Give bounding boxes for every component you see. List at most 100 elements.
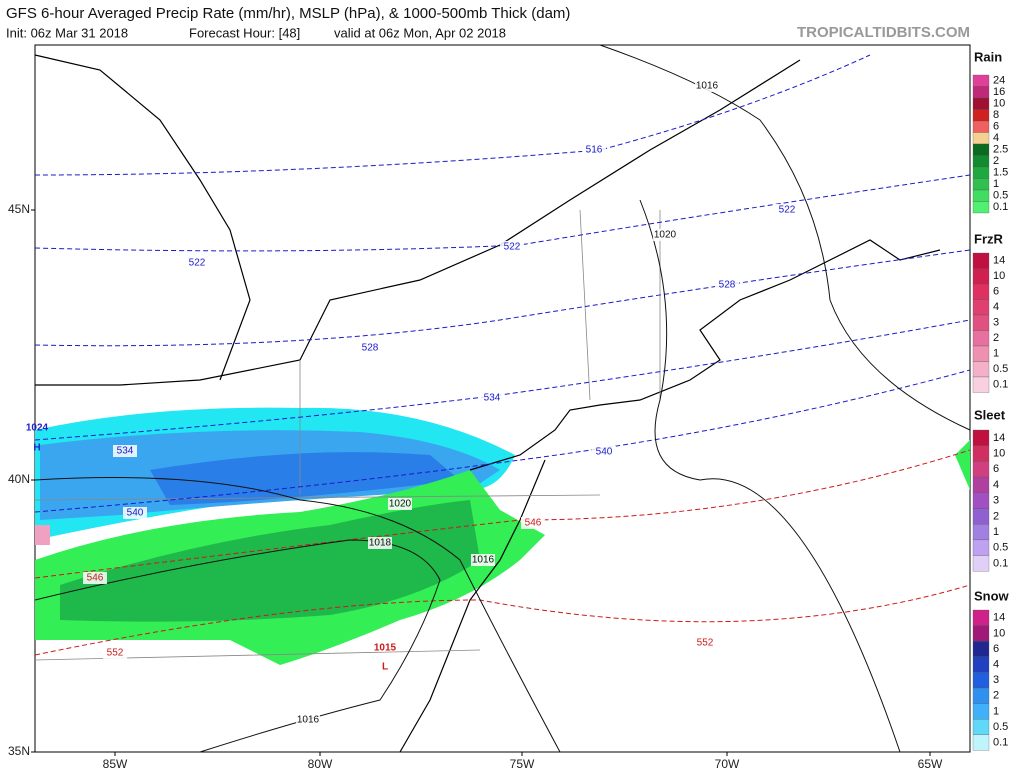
legend-swatch [972, 687, 990, 704]
legend-label: 3 [993, 317, 999, 329]
contour-label: 522 [779, 205, 796, 216]
contour-label: 1016 [297, 715, 320, 726]
contour-label: 528 [362, 343, 379, 354]
legend-swatch [972, 86, 990, 99]
lon-label: 85W [103, 757, 128, 771]
contour-546 [34, 449, 971, 579]
rain-area-east [955, 440, 970, 490]
label-bg [500, 241, 524, 253]
legend-label: 6 [993, 121, 999, 133]
legend-label: 0.5 [993, 721, 1008, 733]
legend-swatch [972, 492, 990, 509]
legend-label: 2 [993, 510, 999, 522]
legend-label: 10 [993, 98, 1005, 110]
init: Init: 06z Mar 31 2018 [6, 25, 128, 40]
contour-label: 1016 [696, 81, 719, 92]
label-bg [358, 342, 382, 354]
legend-swatch [972, 299, 990, 316]
label-bg [123, 507, 147, 519]
legend-swatch [972, 625, 990, 642]
state-border [34, 209, 661, 661]
forecast-hour: Forecast Hour: [48] [189, 25, 300, 40]
lat-label: 40N [8, 472, 30, 486]
lon-label: 70W [715, 757, 740, 771]
legend-swatch [972, 132, 990, 145]
legend-swatch [972, 97, 990, 110]
label-bg [296, 714, 320, 726]
contour-label: 534 [117, 446, 134, 457]
legend-swatch [972, 178, 990, 191]
contour-label: 1020 [654, 230, 677, 241]
valid-time: valid at 06z Mon, Apr 02 2018 [334, 25, 506, 40]
legend-swatch [972, 314, 990, 331]
legend-label: 10 [993, 270, 1005, 282]
legend-label: 0.5 [993, 190, 1008, 202]
frzr-spot [35, 525, 50, 545]
label-bg [368, 537, 392, 549]
legend-swatch [972, 361, 990, 378]
snow-area-heavy [150, 452, 460, 505]
legend-label: 14 [993, 432, 1005, 444]
legend-label: 14 [993, 255, 1005, 267]
label-bg [103, 647, 127, 659]
label-bg [521, 517, 545, 529]
legend-label: 0.1 [993, 379, 1008, 391]
contour-label: 546 [87, 573, 104, 584]
great-lakes [34, 54, 251, 381]
legend-label: 4 [993, 659, 999, 671]
contour-516 [34, 54, 871, 176]
contour-label: 1024 [26, 423, 49, 434]
contour-label: 522 [504, 242, 521, 253]
legend-label: 0.1 [993, 737, 1008, 749]
legend-swatch [972, 719, 990, 735]
legend-swatch [972, 445, 990, 462]
coastline [469, 239, 941, 471]
legend-title: Rain [974, 49, 1002, 64]
legend-label: 4 [993, 132, 999, 144]
contour-label: 546 [525, 518, 542, 529]
legend-swatch [972, 524, 990, 541]
legend-swatch [972, 672, 990, 689]
isobars [34, 44, 971, 753]
title: GFS 6-hour Averaged Precip Rate (mm/hr),… [6, 5, 570, 22]
legend-label: 3 [993, 495, 999, 507]
label-bg [653, 229, 677, 241]
isobar [34, 539, 441, 753]
legend-label: 2 [993, 690, 999, 702]
legend-swatch [972, 609, 990, 626]
legend-swatch [972, 539, 990, 556]
legend-label: 14 [993, 612, 1005, 624]
legend-label: 2 [993, 332, 999, 344]
legend-label: 0.1 [993, 557, 1008, 569]
contour-label: 552 [107, 648, 124, 659]
legend-label: 2.5 [993, 144, 1008, 156]
legend-swatch [972, 330, 990, 347]
legend-label: 2 [993, 155, 999, 167]
isobar [34, 477, 561, 753]
watermark: TROPICALTIDBITS.COM [797, 24, 970, 41]
legend-swatch [972, 376, 990, 393]
contour-label: 522 [189, 258, 206, 269]
legend-label: 0.5 [993, 363, 1008, 375]
lon-label: 80W [308, 757, 333, 771]
label-bg [715, 279, 739, 291]
legend-label: 6 [993, 643, 999, 655]
legend-label: 0.1 [993, 201, 1008, 213]
contour-label: 1020 [389, 499, 412, 510]
border [35, 59, 801, 386]
legend-swatch [972, 283, 990, 300]
legend-swatch [972, 268, 990, 285]
lat-label: 45N [8, 202, 30, 216]
label-bg [83, 572, 107, 584]
legend-swatch [972, 656, 990, 673]
legend-swatch [972, 252, 990, 269]
label-bg [113, 445, 137, 457]
label-bg [582, 144, 606, 156]
legend-swatch [972, 345, 990, 362]
legend-label: 1 [993, 178, 999, 190]
legend-label: 24 [993, 75, 1005, 87]
legend-swatch [972, 508, 990, 525]
lat-label: 35N [8, 744, 30, 758]
rain-area-heavy [60, 500, 480, 622]
